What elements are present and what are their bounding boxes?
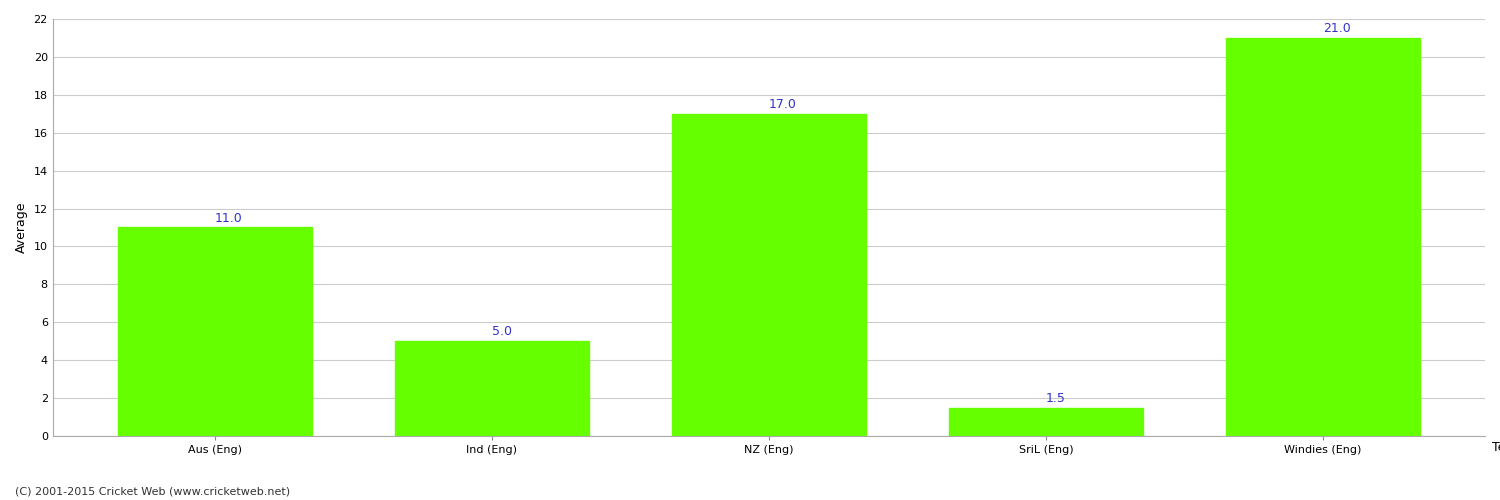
Y-axis label: Average: Average xyxy=(15,202,28,253)
Bar xyxy=(118,228,312,436)
Text: 21.0: 21.0 xyxy=(1323,22,1350,35)
Bar xyxy=(672,114,865,436)
Text: 1.5: 1.5 xyxy=(1046,392,1066,404)
Text: Team: Team xyxy=(1492,441,1500,454)
Text: 5.0: 5.0 xyxy=(492,326,512,338)
Text: (C) 2001-2015 Cricket Web (www.cricketweb.net): (C) 2001-2015 Cricket Web (www.cricketwe… xyxy=(15,487,290,497)
Text: 11.0: 11.0 xyxy=(214,212,243,224)
Text: 17.0: 17.0 xyxy=(770,98,796,111)
Bar xyxy=(1226,38,1420,436)
Bar xyxy=(394,341,590,436)
Bar xyxy=(950,408,1143,436)
